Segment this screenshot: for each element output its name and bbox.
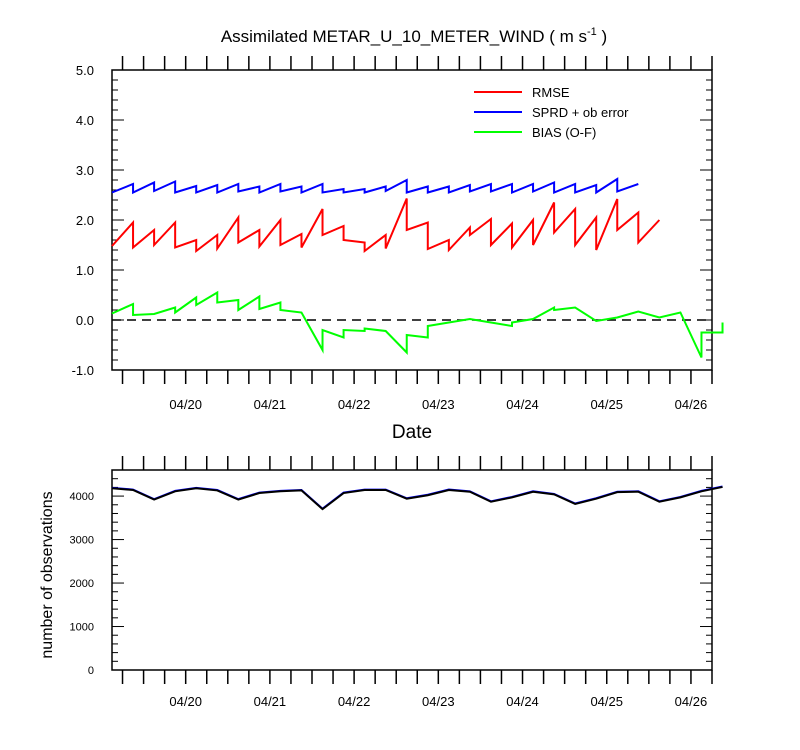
- x-tick-label: 04/21: [254, 397, 287, 412]
- x-tick-label: 04/24: [506, 397, 539, 412]
- top-axis-ticks: [112, 56, 713, 384]
- x-tick-label: 04/21: [254, 694, 287, 709]
- bottom-plot-frame: [111, 469, 713, 671]
- x-axis-label: Date: [392, 422, 432, 443]
- x-tick-label: 04/23: [422, 397, 455, 412]
- chart-title: Assimilated METAR_U_10_METER_WIND ( m s-…: [221, 26, 607, 46]
- x-tick-label: 04/24: [506, 694, 539, 709]
- y-tick-label: 2000: [70, 578, 94, 590]
- series-line-1: [111, 198, 661, 254]
- y-tick-label: 1.0: [76, 263, 94, 278]
- y-tick-label: 3.0: [76, 163, 94, 178]
- y-tick-label: 4.0: [76, 113, 94, 128]
- legend-label: RMSE: [532, 85, 570, 100]
- top-x-tick-labels: 04/20 04/21 04/22 04/23 04/24 04/25 04/26: [169, 397, 707, 412]
- y-tick-label: 0.0: [76, 313, 94, 328]
- x-tick-label: 04/20: [169, 694, 202, 709]
- y-axis-label: number of observations: [39, 491, 56, 658]
- top-chart: Assimilated METAR_U_10_METER_WIND ( m s-…: [72, 26, 724, 443]
- x-tick-label: 04/23: [422, 694, 455, 709]
- bottom-series-group: [111, 485, 723, 511]
- bottom-x-tick-labels: 04/20 04/21 04/22 04/23 04/24 04/25 04/26: [169, 694, 707, 709]
- legend-label: SPRD + ob error: [532, 105, 629, 120]
- legend: RMSE SPRD + ob error BIAS (O-F): [474, 85, 629, 140]
- y-tick-label: 1000: [70, 622, 94, 634]
- bottom-y-tick-labels: 0 1000 2000 3000 4000: [70, 491, 94, 677]
- x-tick-label: 04/20: [169, 397, 202, 412]
- top-series-group: [111, 177, 724, 358]
- bottom-axis-ticks: [112, 456, 713, 684]
- x-tick-label: 04/22: [338, 397, 371, 412]
- series-line-2: [111, 177, 639, 195]
- y-tick-label: -1.0: [72, 363, 94, 378]
- y-tick-label: 5.0: [76, 63, 94, 78]
- x-tick-label: 04/22: [338, 694, 371, 709]
- x-tick-label: 04/25: [590, 397, 623, 412]
- x-tick-label: 04/26: [675, 694, 708, 709]
- legend-label: BIAS (O-F): [532, 125, 596, 140]
- y-tick-label: 3000: [70, 535, 94, 547]
- top-y-tick-labels: -1.0 0.0 1.0 2.0 3.0 4.0 5.0: [72, 63, 94, 378]
- series-line-3: [111, 290, 724, 358]
- y-tick-label: 4000: [70, 491, 94, 503]
- y-tick-label: 0: [88, 665, 94, 677]
- y-tick-label: 2.0: [76, 213, 94, 228]
- obs-count-line-2: [111, 485, 723, 511]
- x-tick-label: 04/26: [675, 397, 708, 412]
- x-tick-label: 04/25: [590, 694, 623, 709]
